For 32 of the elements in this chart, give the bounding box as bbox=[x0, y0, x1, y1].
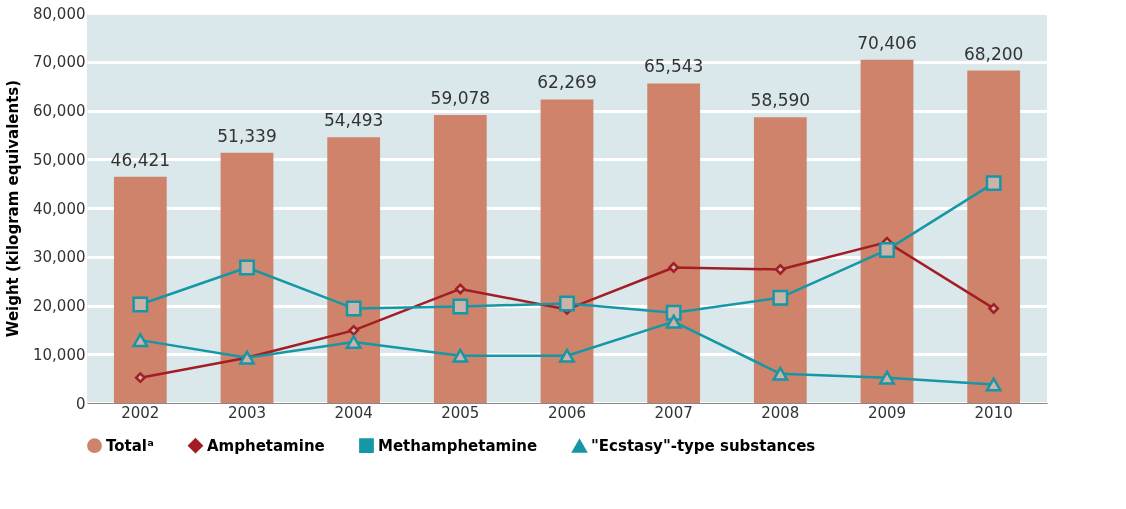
x-tick-label: 2010 bbox=[974, 403, 1013, 422]
y-tick-label: 70,000 bbox=[33, 53, 86, 72]
data-label: 46,421 bbox=[110, 149, 171, 170]
legend-label: "Ecstasy"-type substances bbox=[591, 437, 816, 456]
y-tick-label: 50,000 bbox=[33, 150, 86, 169]
x-tick-label: 2009 bbox=[867, 403, 907, 422]
legend-label: Amphetamine bbox=[207, 436, 325, 455]
x-tick-label: 2007 bbox=[654, 403, 693, 422]
data-label: 62,269 bbox=[537, 72, 597, 93]
y-tick-label: 0 bbox=[75, 394, 86, 413]
y-tick-label: 20,000 bbox=[33, 297, 86, 315]
y-tick-label: 60,000 bbox=[33, 102, 86, 120]
legend-label: Methamphetamine bbox=[378, 436, 538, 455]
x-tick-label: 2002 bbox=[121, 403, 160, 422]
data-label: 54,493 bbox=[323, 110, 384, 131]
data-label: 70,406 bbox=[857, 32, 917, 53]
x-tick-label: 2005 bbox=[441, 403, 480, 422]
data-label: 59,078 bbox=[430, 87, 491, 108]
y-tick-label: 80,000 bbox=[33, 4, 86, 23]
x-tick-label: 2006 bbox=[547, 403, 587, 422]
data-label: 65,543 bbox=[643, 56, 704, 77]
data-label: 51,339 bbox=[217, 125, 277, 146]
x-tick-label: 2008 bbox=[761, 403, 800, 422]
x-tick-label: 2003 bbox=[227, 403, 267, 422]
data-label: 58,590 bbox=[750, 90, 811, 111]
legend-label: Totalᵃ bbox=[106, 436, 154, 455]
data-label: 68,200 bbox=[963, 43, 1024, 64]
y-tick-label: 30,000 bbox=[33, 248, 86, 267]
x-tick-label: 2004 bbox=[334, 403, 373, 422]
y-tick-label: 40,000 bbox=[33, 199, 86, 218]
y-tick-label: 10,000 bbox=[33, 345, 86, 364]
y-axis-title: Weight (kilogram equivalents) bbox=[4, 79, 23, 338]
